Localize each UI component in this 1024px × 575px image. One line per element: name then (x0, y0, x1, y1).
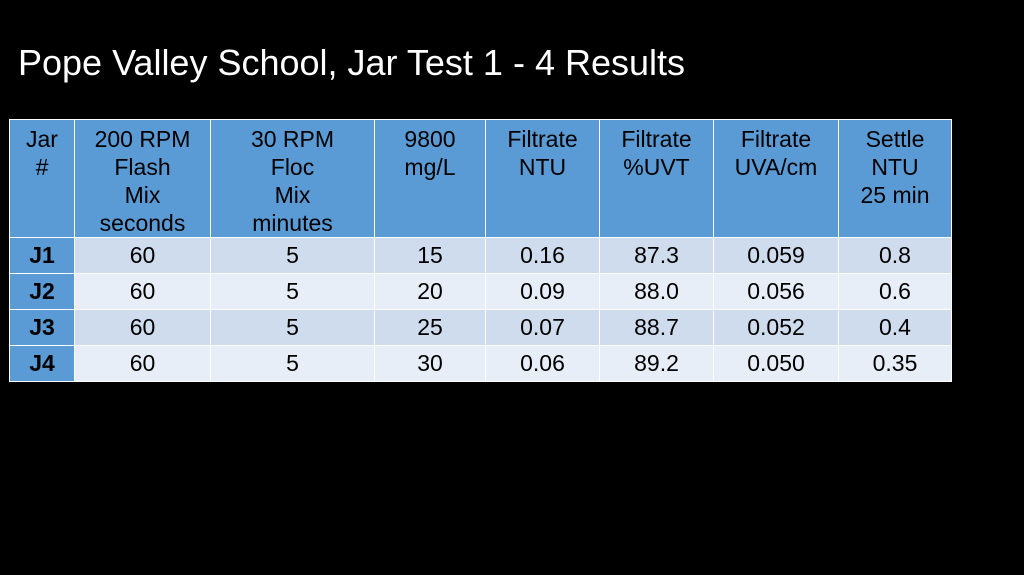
table-cell: 0.056 (713, 273, 839, 310)
table-cell: 0.35 (838, 345, 952, 382)
table-row: J4 60 5 30 0.06 89.2 0.050 0.35 (9, 345, 952, 382)
table-cell: 5 (210, 309, 375, 346)
header-filtrate-uva: Filtrate UVA/cm (713, 119, 839, 238)
table-row: J1 60 5 15 0.16 87.3 0.059 0.8 (9, 237, 952, 274)
header-text: 9800 (404, 126, 456, 152)
header-text: mg/L (404, 154, 456, 180)
header-text: 30 RPM (250, 126, 335, 152)
table-cell: 25 (374, 309, 486, 346)
header-text: NTU (518, 154, 567, 180)
table-cell: 0.050 (713, 345, 839, 382)
header-text: Mix (274, 182, 311, 208)
header-row: Jar # 200 RPM Flash Mix seconds 30 RPM F… (9, 119, 952, 238)
header-text: %UVT (623, 154, 690, 180)
header-text: Floc (270, 154, 315, 180)
table-cell: 60 (74, 345, 211, 382)
row-label: J3 (9, 309, 75, 346)
header-settle-ntu: Settle NTU 25 min (838, 119, 952, 238)
table-cell: 0.8 (838, 237, 952, 274)
table-cell: 0.4 (838, 309, 952, 346)
header-text: Flash (114, 154, 171, 180)
header-floc-mix-minutes: 30 RPM Floc Mix minutes (210, 119, 375, 238)
table-cell: 89.2 (599, 345, 714, 382)
header-text: seconds (99, 210, 186, 236)
table-cell: 5 (210, 345, 375, 382)
header-text: # (35, 154, 49, 180)
table-cell: 30 (374, 345, 486, 382)
header-jar-number: Jar # (9, 119, 75, 238)
table-cell: 5 (210, 273, 375, 310)
header-text: Jar (26, 126, 58, 152)
row-label: J2 (9, 273, 75, 310)
table-cell: 20 (374, 273, 486, 310)
header-text: Filtrate (621, 126, 692, 152)
jar-test-results-table: Jar # 200 RPM Flash Mix seconds 30 RPM F… (9, 119, 952, 382)
header-text: UVA/cm (734, 154, 818, 180)
table-cell: 0.07 (485, 309, 600, 346)
table-cell: 87.3 (599, 237, 714, 274)
header-dose-mg-l: 9800 mg/L (374, 119, 486, 238)
table-cell: 88.0 (599, 273, 714, 310)
table-row: J2 60 5 20 0.09 88.0 0.056 0.6 (9, 273, 952, 310)
header-text: 200 RPM (94, 126, 191, 152)
table-row: J3 60 5 25 0.07 88.7 0.052 0.4 (9, 309, 952, 346)
table-cell: 15 (374, 237, 486, 274)
row-label: J4 (9, 345, 75, 382)
header-text: Filtrate (507, 126, 578, 152)
header-flash-mix-seconds: 200 RPM Flash Mix seconds (74, 119, 211, 238)
header-filtrate-uvt: Filtrate %UVT (599, 119, 714, 238)
table-cell: 0.06 (485, 345, 600, 382)
slide-title: Pope Valley School, Jar Test 1 - 4 Resul… (18, 42, 686, 83)
table-cell: 88.7 (599, 309, 714, 346)
table-cell: 0.6 (838, 273, 952, 310)
table-cell: 60 (74, 273, 211, 310)
table-cell: 0.09 (485, 273, 600, 310)
table-cell: 60 (74, 309, 211, 346)
table-cell: 0.059 (713, 237, 839, 274)
header-text: Filtrate (740, 126, 812, 152)
table-cell: 60 (74, 237, 211, 274)
table-cell: 5 (210, 237, 375, 274)
header-text: minutes (252, 210, 333, 236)
header-text: 25 min (860, 182, 930, 208)
header-text: Mix (124, 182, 161, 208)
header-text: NTU (871, 154, 919, 180)
table-cell: 0.052 (713, 309, 839, 346)
header-text: Settle (865, 126, 925, 152)
table-cell: 0.16 (485, 237, 600, 274)
header-filtrate-ntu: Filtrate NTU (485, 119, 600, 238)
row-label: J1 (9, 237, 75, 274)
